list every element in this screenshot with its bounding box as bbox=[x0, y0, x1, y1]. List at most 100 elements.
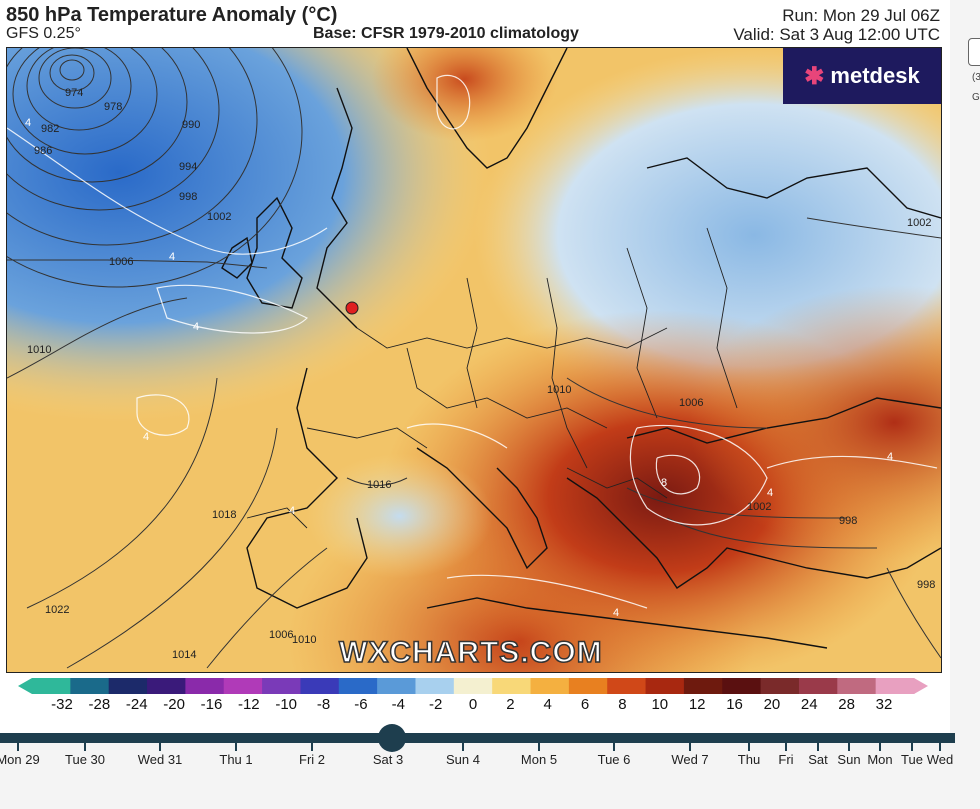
side-label: (3 bbox=[972, 72, 980, 83]
colorbar-segment bbox=[108, 678, 148, 694]
anomaly-map[interactable]: 974 978 982 986 990 994 998 1002 1006 10… bbox=[6, 47, 942, 673]
timeline-tick bbox=[817, 743, 819, 751]
isobar-label: 1010 bbox=[27, 344, 51, 356]
anomaly-label: 4 bbox=[767, 487, 773, 499]
colorbar-segment bbox=[568, 678, 608, 694]
colorbar-tick-label: -12 bbox=[237, 696, 260, 713]
timeline-track[interactable] bbox=[0, 733, 955, 743]
colorbar-tick-label: -24 bbox=[125, 696, 148, 713]
model-label: GFS 0.25° bbox=[6, 25, 81, 42]
colorbar bbox=[18, 678, 928, 694]
timeline-day-label[interactable]: Tue 30 bbox=[65, 752, 105, 767]
isobar-label: 1022 bbox=[45, 604, 69, 616]
isobar-label: 978 bbox=[104, 101, 122, 113]
timeline-tick bbox=[689, 743, 691, 751]
metdesk-star-icon: ✱ bbox=[804, 62, 825, 90]
colorbar-segment bbox=[300, 678, 340, 694]
isobar-label: 1002 bbox=[907, 217, 931, 229]
isobars bbox=[7, 48, 941, 669]
isobar-label: 1010 bbox=[292, 634, 316, 646]
colorbar-tick-label: -8 bbox=[316, 696, 331, 713]
colorbar-right-arrow bbox=[914, 678, 928, 694]
isobar-label: 986 bbox=[34, 145, 52, 157]
timeline-day-label[interactable]: Thu bbox=[737, 752, 761, 767]
isobar-label: 982 bbox=[41, 123, 59, 135]
metdesk-logo: ✱ metdesk bbox=[783, 48, 941, 104]
location-marker[interactable] bbox=[345, 301, 359, 315]
map-svg: 974 978 982 986 990 994 998 1002 1006 10… bbox=[7, 48, 941, 672]
colorbar-segment bbox=[453, 678, 493, 694]
country-borders bbox=[246, 227, 738, 529]
isobar-label: 1006 bbox=[109, 256, 133, 268]
anomaly-label-group: 4 4 4 4 4 4 4 4 8 bbox=[25, 117, 893, 619]
timeline-day-label[interactable]: Fri 2 bbox=[299, 752, 325, 767]
isobar-label: 1002 bbox=[207, 211, 231, 223]
timeline-day-label[interactable]: Tue 6 bbox=[597, 752, 631, 767]
timeline-day-label[interactable]: Thu 1 bbox=[219, 752, 253, 767]
timeline-tick bbox=[911, 743, 913, 751]
isobar-label: 974 bbox=[65, 87, 83, 99]
timeline-slider-handle[interactable] bbox=[378, 724, 406, 752]
colorbar-tick-label: -10 bbox=[275, 696, 298, 713]
timeline-day-label[interactable]: Sat 3 bbox=[372, 752, 404, 767]
timeline-day-label[interactable]: Tue bbox=[901, 752, 923, 767]
colorbar-tick-label: -28 bbox=[88, 696, 111, 713]
timeline-day-label[interactable]: Mon bbox=[867, 752, 893, 767]
isobar-label: 1016 bbox=[367, 479, 391, 491]
colorbar-tick-label: 28 bbox=[838, 696, 855, 713]
colorbar-ticks: -32 -28 -24 -20 -16 -12 -10 -8 -6 -4 -2 0 2 4 6 8 10 12 16… bbox=[0, 696, 950, 718]
timeline-tick bbox=[17, 743, 19, 751]
colorbar-segment bbox=[223, 678, 263, 694]
timeline-tick bbox=[939, 743, 941, 751]
wxcharts-watermark: WXCHARTS.COM bbox=[338, 635, 603, 670]
isobar-label: 1018 bbox=[212, 509, 236, 521]
base-climatology-label: Base: CFSR 1979-2010 climatology bbox=[313, 25, 579, 42]
anomaly-label: 4 bbox=[169, 251, 175, 263]
timeline-day-label[interactable]: Wed bbox=[926, 752, 954, 767]
timeline-day-label[interactable]: Sun bbox=[837, 752, 861, 767]
timeline-day-label[interactable]: Mon 29 bbox=[0, 752, 40, 767]
colorbar-segment bbox=[760, 678, 800, 694]
timeline-tick bbox=[84, 743, 86, 751]
colorbar-segment bbox=[415, 678, 455, 694]
chart-panel: 850 hPa Temperature Anomaly (°C) GFS 0.2… bbox=[0, 0, 950, 738]
metdesk-logo-text: metdesk bbox=[830, 63, 920, 88]
colorbar-segment bbox=[875, 678, 915, 694]
isobar-label-group: 974 978 982 986 990 994 998 1002 1006 10… bbox=[27, 87, 935, 661]
anomaly-label: 4 bbox=[25, 117, 31, 129]
colorbar-tick-label: 2 bbox=[506, 696, 515, 713]
colorbar-segment bbox=[530, 678, 570, 694]
timeline-day-label[interactable]: Wed 31 bbox=[137, 752, 183, 767]
timeline-day-label[interactable]: Sat bbox=[808, 752, 828, 767]
timeline-day-label[interactable]: Mon 5 bbox=[520, 752, 558, 767]
run-label: Run: Mon 29 Jul 06Z bbox=[782, 6, 940, 25]
anomaly-label: 4 bbox=[613, 607, 619, 619]
colorbar-left-arrow bbox=[18, 678, 32, 694]
colorbar-segment bbox=[492, 678, 532, 694]
colorbar-tick-label: 24 bbox=[800, 696, 818, 713]
colorbar-tick-label: -32 bbox=[51, 696, 73, 713]
valid-time-label: Valid: Sat 3 Aug 12:00 UTC bbox=[733, 25, 940, 44]
isobar-label: 1014 bbox=[172, 649, 196, 661]
colorbar-tick-label: -6 bbox=[354, 696, 368, 713]
colorbar-segment bbox=[837, 678, 877, 694]
isobar-label: 1006 bbox=[679, 397, 703, 409]
cool-anomaly-mediterranean bbox=[7, 48, 941, 672]
timeline-day-label[interactable]: Sun 4 bbox=[446, 752, 480, 767]
colorbar-tick-label: 8 bbox=[618, 696, 627, 713]
timeline-tick bbox=[311, 743, 313, 751]
chart-title: 850 hPa Temperature Anomaly (°C) bbox=[6, 4, 338, 26]
timeline-day-label[interactable]: Fri bbox=[778, 752, 794, 767]
colorbar-tick-label: 10 bbox=[651, 696, 669, 713]
timeline-days: Mon 29 Tue 30 Wed 31 Thu 1 Fri 2 Sat 3 Sun 4 Mo… bbox=[0, 752, 980, 772]
isobar-label: 994 bbox=[179, 161, 197, 173]
side-toggle-button[interactable] bbox=[968, 38, 980, 66]
timeline-tick bbox=[613, 743, 615, 751]
isobar-label: 998 bbox=[839, 515, 857, 527]
colorbar-segment bbox=[338, 678, 378, 694]
timeline-day-label[interactable]: Wed 7 bbox=[671, 752, 709, 767]
colorbar-segment bbox=[683, 678, 723, 694]
timeline-tick bbox=[462, 743, 464, 751]
colorbar-tick-label: 4 bbox=[543, 696, 552, 713]
colorbar-tick-label: 32 bbox=[875, 696, 893, 713]
